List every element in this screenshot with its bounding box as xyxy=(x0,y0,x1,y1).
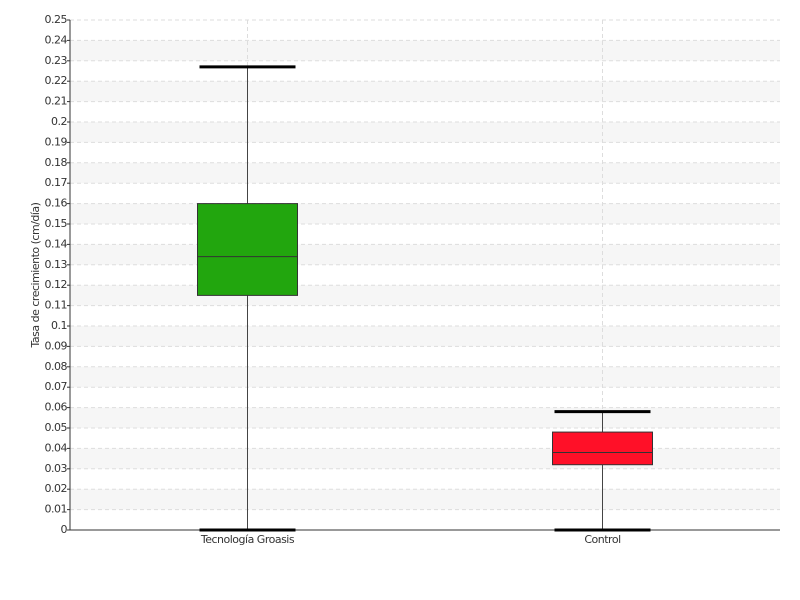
y-tick-label: 0.24 xyxy=(45,33,68,46)
y-tick-label: 0.04 xyxy=(45,441,68,454)
y-tick-label: 0.25 xyxy=(45,13,68,26)
x-tick-label: Control xyxy=(584,533,621,546)
grid-band xyxy=(70,81,780,102)
y-tick-label: 0.16 xyxy=(45,197,68,210)
y-tick-label: 0.21 xyxy=(45,95,68,108)
y-tick-label: 0 xyxy=(61,523,68,536)
y-tick-label: 0.15 xyxy=(45,217,68,230)
y-tick-label: 0.18 xyxy=(45,156,68,169)
grid-band xyxy=(70,489,780,510)
grid-band xyxy=(70,326,780,347)
y-tick-label: 0.01 xyxy=(45,503,68,516)
grid-band xyxy=(70,122,780,143)
y-tick-label: 0.19 xyxy=(45,135,68,148)
grid-band xyxy=(70,40,780,61)
box xyxy=(552,431,653,466)
y-tick-label: 0.05 xyxy=(45,421,68,434)
box xyxy=(197,203,298,296)
grid-band xyxy=(70,448,780,469)
grid-band xyxy=(70,285,780,306)
y-tick-label: 0.06 xyxy=(45,401,68,414)
y-tick-label: 0.23 xyxy=(45,54,68,67)
grid-band xyxy=(70,203,780,224)
grid-band xyxy=(70,244,780,265)
y-tick-label: 0.13 xyxy=(45,258,68,271)
y-tick-label: 0.1 xyxy=(51,319,67,332)
y-tick-label: 0.17 xyxy=(45,176,68,189)
y-tick-label: 0.03 xyxy=(45,462,68,475)
y-tick-label: 0.11 xyxy=(45,299,68,312)
y-tick-label: 0.09 xyxy=(45,339,68,352)
y-tick-label: 0.02 xyxy=(45,482,68,495)
grid-band xyxy=(70,162,780,184)
y-axis-label: Tasa de crecimiento (cm/día) xyxy=(29,202,42,348)
y-tick-label: 0.22 xyxy=(45,74,68,87)
y-tick-label: 0.2 xyxy=(51,115,67,128)
y-tick-label: 0.12 xyxy=(45,278,68,291)
y-tick-label: 0.07 xyxy=(45,380,68,393)
y-tick-label: 0.14 xyxy=(45,237,68,250)
grid-band xyxy=(70,366,780,388)
x-tick-label: Tecnología Groasis xyxy=(200,533,295,546)
y-tick-label: 0.08 xyxy=(45,360,68,373)
grid-band xyxy=(70,407,780,428)
